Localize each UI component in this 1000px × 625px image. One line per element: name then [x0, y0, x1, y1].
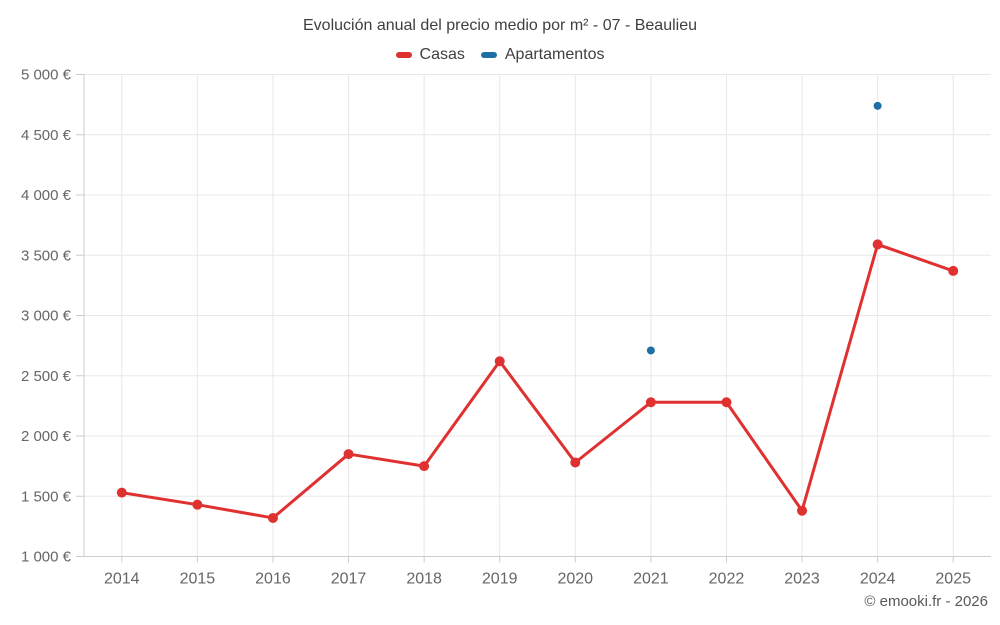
x-axis-label: 2024: [860, 571, 896, 588]
data-point-casas-2023: [797, 505, 808, 516]
data-point-casas-2015: [192, 499, 203, 510]
x-axis-label: 2019: [482, 571, 518, 588]
legend-marker-apartamentos: [480, 52, 497, 58]
x-axis-label: 2018: [406, 571, 442, 588]
series-line-casas: [120, 242, 955, 520]
y-axis-label: 3 000 €: [21, 308, 72, 325]
y-axis-label: 4 000 €: [21, 187, 72, 204]
y-axis-label: 5 000 €: [21, 67, 72, 84]
x-axis-label: 2025: [935, 571, 971, 588]
data-point-casas-2025: [948, 265, 959, 276]
y-axis-label: 4 500 €: [21, 127, 72, 144]
y-axis-label: 2 000 €: [21, 428, 72, 445]
x-axis-label: 2020: [557, 571, 593, 588]
legend-item-casas[interactable]: Casas: [395, 46, 465, 64]
data-point-casas-2016: [267, 512, 278, 523]
x-axis-label: 2014: [104, 571, 140, 588]
data-point-casas-2022: [721, 397, 732, 408]
data-point-casas-2021: [645, 397, 656, 408]
x-axis-label: 2022: [709, 571, 745, 588]
data-point-casas-2024: [872, 239, 883, 250]
y-axis-label: 2 500 €: [21, 368, 72, 385]
legend-item-apartamentos[interactable]: Apartamentos: [480, 46, 605, 64]
y-axis-label: 1 500 €: [21, 488, 72, 505]
legend-label-apartamentos: Apartamentos: [504, 46, 605, 63]
x-axis-label: 2016: [255, 571, 291, 588]
x-axis-label: 2015: [180, 571, 216, 588]
data-point-casas-2019: [494, 356, 505, 367]
legend-marker-casas: [395, 52, 412, 58]
legend: Casas Apartamentos: [0, 46, 1000, 64]
data-point-apartamentos-2024: [873, 101, 882, 110]
x-axis-label: 2021: [633, 571, 669, 588]
data-point-casas-2020: [570, 457, 581, 468]
data-point-casas-2017: [343, 449, 354, 460]
credit-text: © emooki.fr - 2026: [864, 593, 988, 610]
data-point-apartamentos-2021: [646, 346, 655, 355]
chart-title: Evolución anual del precio medio por m² …: [303, 17, 697, 34]
data-point-casas-2018: [419, 461, 430, 472]
x-axis-label: 2017: [331, 571, 367, 588]
data-point-casas-2014: [116, 487, 127, 498]
y-axis-label: 1 000 €: [21, 549, 72, 566]
legend-label-casas: Casas: [419, 46, 465, 63]
x-axis-label: 2023: [784, 571, 820, 588]
y-axis-label: 3 500 €: [21, 247, 72, 264]
